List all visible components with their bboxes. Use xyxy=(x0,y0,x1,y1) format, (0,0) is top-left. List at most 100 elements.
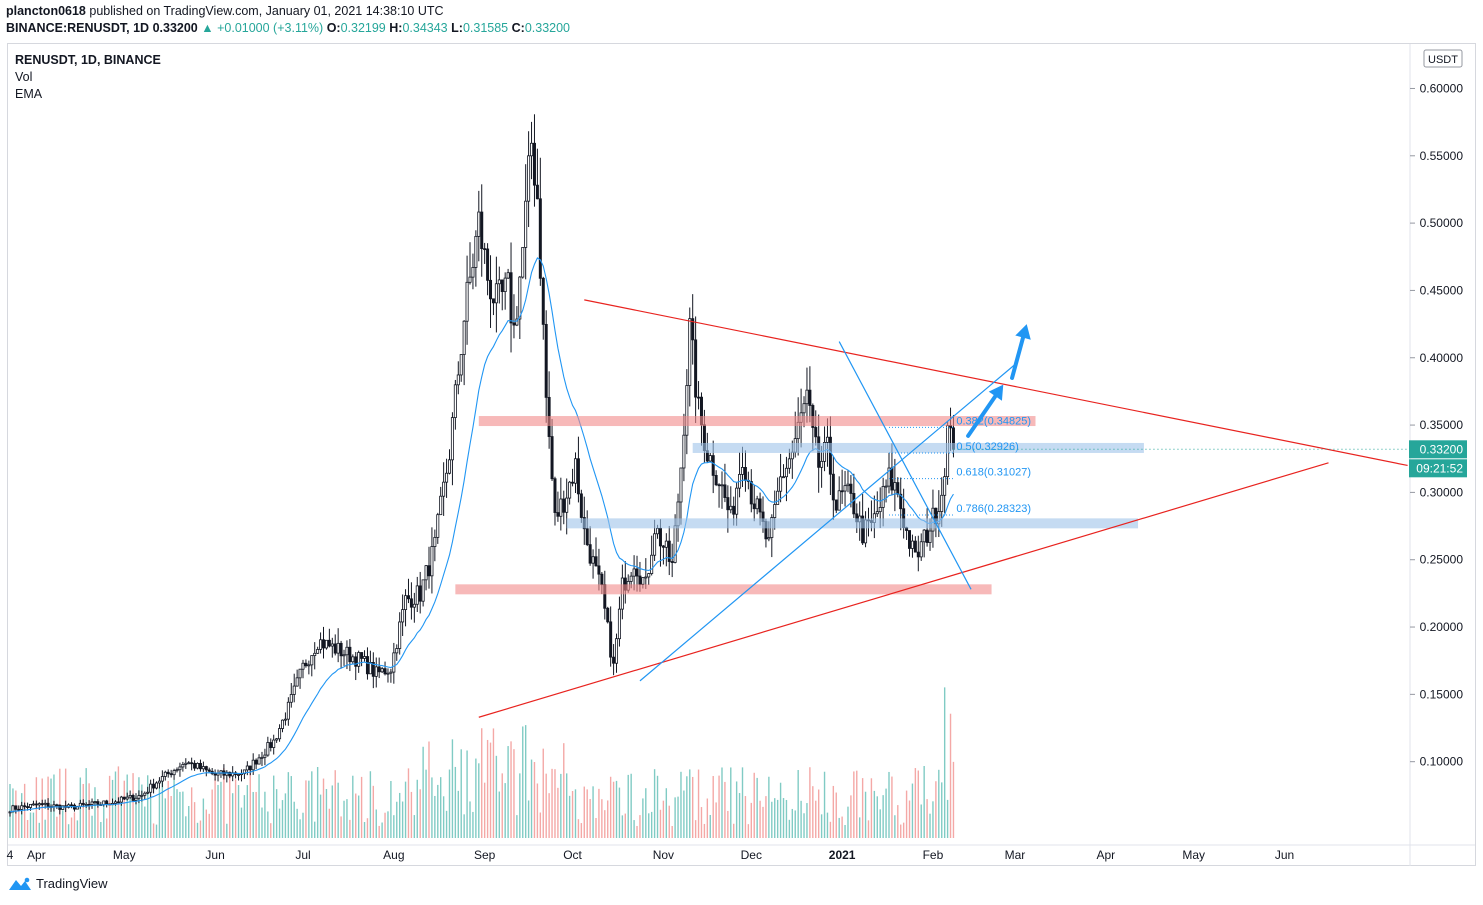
author[interactable]: plancton0618 xyxy=(6,4,86,18)
price-tick-label: 0.20000 xyxy=(1420,620,1464,634)
candle-body xyxy=(512,322,516,326)
legend-symbol[interactable]: RENUSDT, 1D, BINANCE xyxy=(15,53,161,67)
candle-body xyxy=(269,742,273,748)
candle-body xyxy=(339,642,343,657)
candle-body xyxy=(193,762,197,769)
candle-body xyxy=(134,797,138,801)
time-tick-label: 2021 xyxy=(829,848,856,862)
candle-body xyxy=(357,652,361,667)
candle-body xyxy=(527,155,531,202)
candle-body xyxy=(726,497,730,511)
candle-body xyxy=(342,654,346,657)
candle-body xyxy=(187,762,191,765)
high-value: 0.34343 xyxy=(402,21,448,35)
candle-body xyxy=(594,556,598,567)
candle-body xyxy=(330,643,334,647)
candle-body xyxy=(380,668,384,673)
breakout-arrow-head xyxy=(988,384,1004,401)
candle-body xyxy=(272,739,276,748)
candle-body xyxy=(360,652,364,659)
chart-frame[interactable] xyxy=(7,43,1476,866)
candle-body xyxy=(538,198,542,279)
candle-body xyxy=(251,759,255,771)
candle-body xyxy=(802,403,806,414)
candle-body xyxy=(322,639,326,649)
candle-body xyxy=(412,603,416,608)
candle-body xyxy=(395,648,399,654)
candle-body xyxy=(899,493,903,510)
candle-body xyxy=(852,493,856,515)
candle-body xyxy=(20,805,24,810)
candle-body xyxy=(474,235,478,268)
candle-body xyxy=(260,756,264,759)
candle-body xyxy=(723,484,727,498)
last-price: 0.33200 xyxy=(152,21,198,35)
candle-body xyxy=(398,621,402,649)
support-zone xyxy=(566,518,1139,529)
resistance-zone xyxy=(455,584,992,595)
candle-body xyxy=(445,472,449,483)
candle-body xyxy=(160,776,164,782)
candle-body xyxy=(919,541,923,558)
open-value: 0.32199 xyxy=(340,21,386,35)
time-tick-label: Jun xyxy=(205,848,224,862)
candle-body xyxy=(351,656,355,663)
breakout-arrow-shaft xyxy=(966,389,1001,438)
candle-body xyxy=(568,481,572,499)
candle-body xyxy=(714,475,718,486)
candle-body xyxy=(881,486,885,508)
legend-ema[interactable]: EMA xyxy=(15,87,43,101)
last-price-badge xyxy=(1409,440,1467,459)
candle-body xyxy=(843,485,847,492)
candle-body xyxy=(295,677,299,687)
candle-body xyxy=(861,515,865,544)
candle-body xyxy=(782,476,786,479)
candle-body xyxy=(427,565,431,577)
candle-body xyxy=(471,267,475,278)
candle-body xyxy=(615,638,619,664)
candle-body xyxy=(600,573,604,586)
price-change: ▲ +0.01000 (+3.11%) xyxy=(201,21,324,35)
candle-body xyxy=(494,283,498,304)
time-tick-label: May xyxy=(1182,848,1205,862)
candle-body xyxy=(237,774,241,776)
candle-body xyxy=(17,808,21,811)
candle-body xyxy=(562,498,566,513)
candle-body xyxy=(436,514,440,538)
time-tick-label: Feb xyxy=(923,848,944,862)
tradingview-footer[interactable]: TradingView xyxy=(8,876,108,891)
candle-body xyxy=(913,540,917,553)
candle-body xyxy=(374,666,378,677)
resistance-zone xyxy=(478,416,1036,427)
candle-body xyxy=(324,639,328,649)
candle-body xyxy=(389,671,393,674)
candle-body xyxy=(304,662,308,667)
candle-body xyxy=(553,478,557,513)
currency-label: USDT xyxy=(1428,54,1458,66)
candle-body xyxy=(84,803,88,806)
candle-body xyxy=(846,483,850,487)
tradingview-logo-icon xyxy=(9,877,31,890)
candle-body xyxy=(333,643,337,654)
time-tick-label: Apr xyxy=(27,848,46,862)
time-tick-label: 4 xyxy=(7,848,14,862)
candle-body xyxy=(535,184,539,200)
candle-body xyxy=(157,780,161,784)
price-tick-label: 0.55000 xyxy=(1420,149,1464,163)
triangle-trendline xyxy=(584,299,1408,467)
candle-body xyxy=(43,802,47,805)
candle-body xyxy=(787,458,791,469)
legend-volume[interactable]: Vol xyxy=(15,70,33,84)
fib-level-label: 0.5(0.32926) xyxy=(956,441,1018,453)
candle-body xyxy=(442,481,446,497)
time-tick-label: Dec xyxy=(741,848,762,862)
candle-body xyxy=(468,276,472,283)
blue-trendline xyxy=(838,341,972,590)
candle-body xyxy=(456,374,460,386)
candle-body xyxy=(166,771,170,775)
candle-body xyxy=(204,766,208,771)
candle-body xyxy=(383,668,387,675)
candle-body xyxy=(758,498,762,513)
candle-body xyxy=(497,279,501,285)
